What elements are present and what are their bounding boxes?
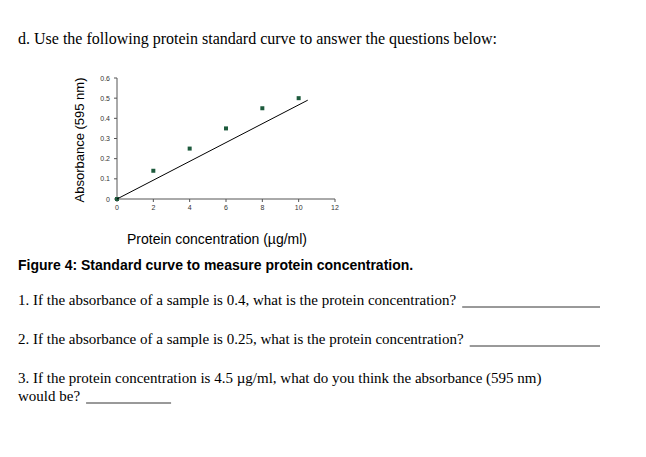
chart: 0 0.1 0.2 0.3 0.4 0.5 0.6 0 2 4 6 8 10 12 Protein conc… [72,75,339,248]
y-tick [114,178,117,179]
x-tick-label: 10 [295,204,303,211]
data-point [224,126,228,130]
y-tick [114,138,117,139]
trend-line [117,100,308,199]
question-text: would be? [18,388,80,404]
x-tick [262,199,263,202]
x-tick [189,199,190,202]
y-tick-label: 0.1 [100,175,110,182]
x-tick-label: 4 [188,204,192,211]
y-tick [114,118,117,119]
x-tick [153,199,154,202]
y-tick-label: 0.5 [100,95,110,102]
answer-blank [462,307,600,308]
y-tick [114,98,117,99]
plot-marks [115,96,308,201]
answer-blank [470,346,600,347]
question-text: 1. If the absorbance of a sample is 0.4,… [18,292,457,308]
answer-blank [86,403,171,404]
y-tick-label: 0 [106,196,110,203]
x-tick-label: 12 [331,204,339,211]
y-tick-label: 0.4 [100,115,110,122]
data-point [188,147,192,151]
y-tick-label: 0.2 [100,155,110,162]
x-tick [335,199,336,202]
x-tick [298,199,299,202]
x-tick [226,199,227,202]
y-tick [114,78,117,79]
question-text: 2. If the absorbance of a sample is 0.25… [18,331,464,347]
data-point [260,106,264,110]
x-tick-label: 6 [224,204,228,211]
y-tick-label: 0.3 [100,135,110,142]
x-axis-label: Protein concentration (µg/ml) [127,231,307,247]
x-tick-label: 2 [151,204,155,211]
question-text: 3. If the protein concentration is 4.5 µ… [18,370,542,387]
background [0,0,646,457]
y-axis-label: Absorbance (595 nm) [72,77,87,202]
figure-caption: Figure 4: Standard curve to measure prot… [18,257,413,273]
data-point [151,169,155,173]
data-point [297,96,301,100]
heading: d. Use the following protein standard cu… [18,30,497,48]
y-tick [114,158,117,159]
x-tick-label: 0 [115,204,119,211]
x-tick-label: 8 [260,204,264,211]
page: d. Use the following protein standard cu… [0,0,646,457]
y-tick-label: 0.6 [100,75,110,82]
